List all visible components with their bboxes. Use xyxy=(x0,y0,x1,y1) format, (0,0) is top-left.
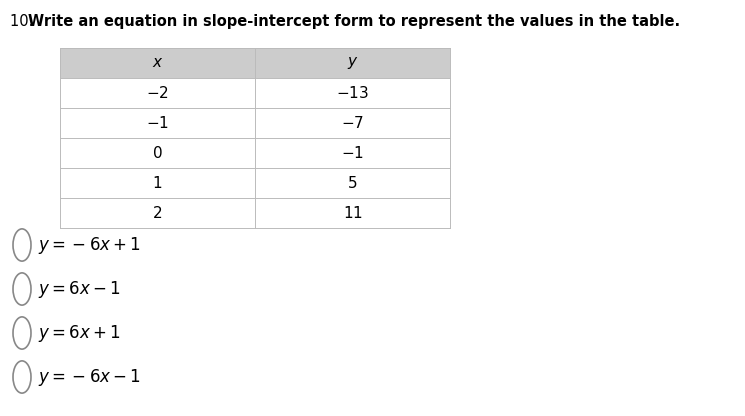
Bar xyxy=(60,168,255,198)
Text: $-1$: $-1$ xyxy=(341,145,364,161)
Text: $-1$: $-1$ xyxy=(146,115,169,131)
Text: $1$: $1$ xyxy=(153,175,162,191)
Text: $y = -6x + 1$: $y = -6x + 1$ xyxy=(38,235,141,255)
Bar xyxy=(60,78,255,108)
Bar xyxy=(60,138,255,168)
Text: $5$: $5$ xyxy=(347,175,358,191)
Bar xyxy=(255,48,450,78)
Text: Write an equation in slope-intercept form to represent the values in the table.: Write an equation in slope-intercept for… xyxy=(28,14,680,29)
Bar xyxy=(255,138,450,168)
Text: $y = -6x - 1$: $y = -6x - 1$ xyxy=(38,366,141,387)
Bar xyxy=(255,168,450,198)
Bar xyxy=(255,198,450,228)
Text: $y = 6x - 1$: $y = 6x - 1$ xyxy=(38,278,121,300)
Text: $x$: $x$ xyxy=(152,56,163,70)
Text: $-2$: $-2$ xyxy=(146,85,169,101)
Text: $y = 6x + 1$: $y = 6x + 1$ xyxy=(38,322,121,344)
Bar xyxy=(60,198,255,228)
Text: $-7$: $-7$ xyxy=(341,115,364,131)
Bar xyxy=(60,108,255,138)
Text: $0$: $0$ xyxy=(152,145,163,161)
Bar xyxy=(255,78,450,108)
Text: $2$: $2$ xyxy=(153,205,162,221)
Bar xyxy=(60,48,255,78)
Text: $11$: $11$ xyxy=(343,205,363,221)
Text: 10.: 10. xyxy=(10,14,38,29)
Text: $-13$: $-13$ xyxy=(336,85,369,101)
Text: $y$: $y$ xyxy=(346,55,358,71)
Bar xyxy=(255,108,450,138)
